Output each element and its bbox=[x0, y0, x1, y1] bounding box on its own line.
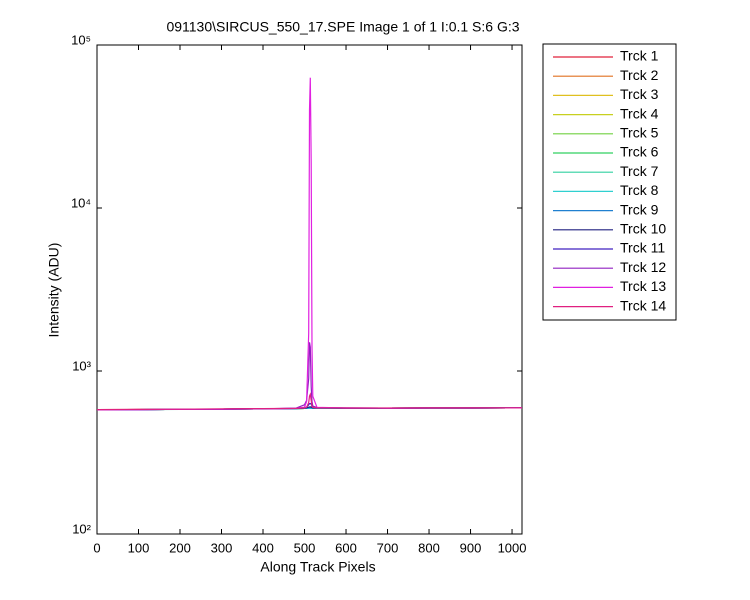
legend-label: Trck 2 bbox=[620, 67, 659, 83]
y-tick-label: 10² bbox=[72, 521, 91, 536]
y-axis-label: Intensity (ADU) bbox=[46, 243, 62, 338]
legend-label: Trck 4 bbox=[620, 105, 659, 121]
legend-label: Trck 13 bbox=[620, 278, 666, 294]
series-line bbox=[96, 392, 523, 411]
x-tick-label: 1000 bbox=[498, 540, 527, 555]
legend-label: Trck 11 bbox=[620, 240, 665, 256]
y-tick-label: 10⁴ bbox=[71, 195, 91, 210]
x-tick-label: 800 bbox=[418, 540, 440, 555]
legend-label: Trck 6 bbox=[620, 144, 659, 160]
legend-label: Trck 1 bbox=[620, 48, 659, 64]
x-tick-label: 900 bbox=[460, 540, 482, 555]
x-tick-label: 400 bbox=[252, 540, 274, 555]
legend-label: Trck 12 bbox=[620, 259, 666, 275]
x-tick-label: 600 bbox=[335, 540, 357, 555]
y-tick-label: 10⁵ bbox=[71, 32, 91, 47]
x-tick-label: 200 bbox=[169, 540, 191, 555]
x-axis-label: Along Track Pixels bbox=[260, 559, 375, 575]
plot-frame bbox=[96, 44, 523, 535]
chart-title: 091130\SIRCUS_550_17.SPE Image 1 of 1 I:… bbox=[166, 19, 519, 35]
legend-label: Trck 3 bbox=[620, 86, 659, 102]
x-tick-label: 0 bbox=[93, 540, 100, 555]
legend-label: Trck 14 bbox=[620, 297, 666, 313]
x-tick-label: 300 bbox=[211, 540, 233, 555]
y-tick-label: 10³ bbox=[72, 358, 91, 373]
legend bbox=[542, 43, 677, 321]
x-tick-label: 500 bbox=[294, 540, 316, 555]
legend-label: Trck 9 bbox=[620, 201, 659, 217]
legend-label: Trck 10 bbox=[620, 221, 666, 237]
x-tick-label: 700 bbox=[377, 540, 399, 555]
legend-label: Trck 7 bbox=[620, 163, 659, 179]
legend-label: Trck 8 bbox=[620, 182, 659, 198]
x-tick-label: 100 bbox=[128, 540, 150, 555]
legend-label: Trck 5 bbox=[620, 125, 659, 141]
